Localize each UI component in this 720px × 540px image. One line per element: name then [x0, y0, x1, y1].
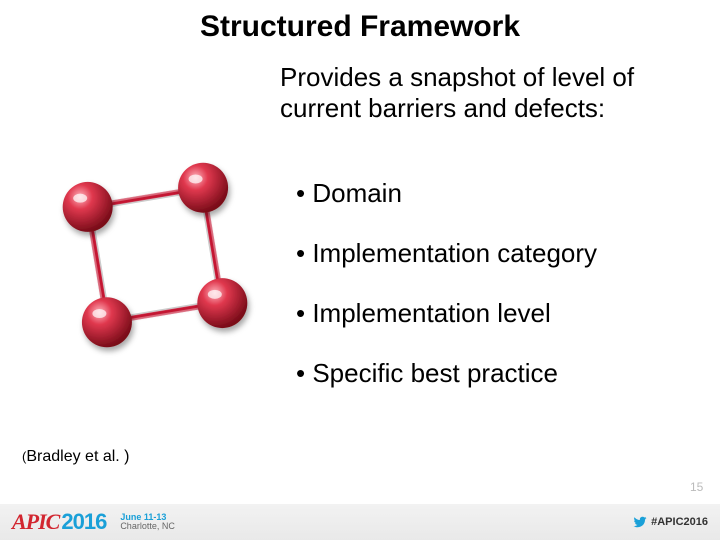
logo-apic: APIC	[12, 509, 59, 535]
bullet-0: • Domain	[296, 178, 700, 209]
logo-subline: June 11-13 Charlotte, NC	[120, 513, 175, 531]
logo-year: 2016	[61, 509, 106, 535]
bullet-2-label: Implementation level	[312, 298, 550, 328]
twitter-icon	[633, 515, 647, 529]
citation: (Bradley et al. )	[22, 448, 130, 466]
bullet-0-label: Domain	[312, 178, 402, 208]
footer: APIC 2016 June 11-13 Charlotte, NC #APIC…	[0, 504, 720, 540]
footer-left: APIC 2016 June 11-13 Charlotte, NC	[12, 509, 175, 535]
citation-main: Bradley et al. )	[26, 448, 129, 465]
framework-diagram	[30, 130, 280, 380]
hashtag: #APIC2016	[651, 516, 708, 528]
bullet-3-label: Specific best practice	[312, 358, 558, 388]
logo-city: Charlotte, NC	[120, 522, 175, 531]
bullet-3: • Specific best practice	[296, 358, 700, 389]
intro-text: Provides a snapshot of level of current …	[280, 62, 700, 124]
footer-right: #APIC2016	[633, 515, 708, 529]
slide-number: 15	[690, 480, 703, 494]
bullet-1: • Implementation category	[296, 238, 700, 269]
bullet-1-label: Implementation category	[312, 238, 597, 268]
conference-logo: APIC 2016	[12, 509, 106, 535]
bullet-2: • Implementation level	[296, 298, 700, 329]
slide-title: Structured Framework	[0, 10, 720, 44]
